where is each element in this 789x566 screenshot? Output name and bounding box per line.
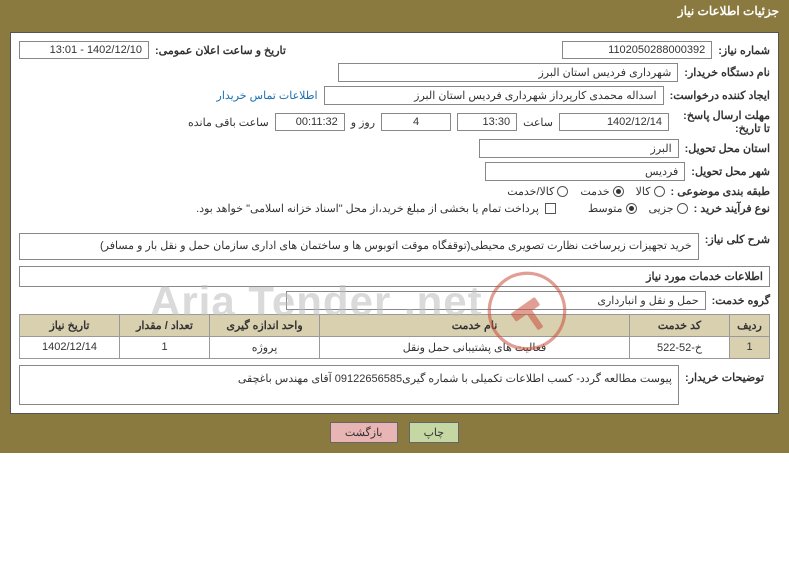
time-label: ساعت <box>523 116 553 129</box>
requester-value: اسداله محمدی کارپرداز شهرداری فردیس استا… <box>324 86 664 105</box>
payment-checkbox[interactable] <box>545 203 556 214</box>
services-table: ردیف کد خدمت نام خدمت واحد اندازه گیری ت… <box>19 314 770 359</box>
td-unit: پروژه <box>210 336 320 358</box>
radio-partial-circle <box>677 203 688 214</box>
contact-buyer-link[interactable]: اطلاعات تماس خریدار <box>217 89 318 102</box>
th-unit: واحد اندازه گیری <box>210 314 320 336</box>
th-row: ردیف <box>730 314 770 336</box>
th-date: تاریخ نیاز <box>20 314 120 336</box>
radio-goods-circle <box>654 186 665 197</box>
radio-medium-circle <box>626 203 637 214</box>
details-panel: شماره نیاز: 1102050288000392 تاریخ و ساع… <box>10 32 779 414</box>
button-bar: چاپ بازگشت <box>10 414 779 443</box>
th-qty: تعداد / مقدار <box>120 314 210 336</box>
radio-goods-service[interactable]: کالا/خدمت <box>507 185 568 198</box>
buyer-org-label: نام دستگاه خریدار: <box>684 66 770 79</box>
announce-date-label: تاریخ و ساعت اعلان عمومی: <box>155 44 286 57</box>
time-remaining-value: 00:11:32 <box>275 113 345 131</box>
table-row: 1 خ-52-522 فعالیت های پشتیبانی حمل ونقل … <box>20 336 770 358</box>
remaining-label: ساعت باقی مانده <box>188 116 269 129</box>
row-delivery-city: شهر محل تحویل: فردیس <box>19 162 770 181</box>
row-buyer-notes: توضیحات خریدار: پیوست مطالعه گردد- کسب ا… <box>19 365 770 405</box>
category-label: طبقه بندی موضوعی : <box>671 185 770 198</box>
main-panel: شماره نیاز: 1102050288000392 تاریخ و ساع… <box>0 22 789 453</box>
requester-label: ایجاد کننده درخواست: <box>670 89 770 102</box>
days-remaining-value: 4 <box>381 113 451 131</box>
td-row: 1 <box>730 336 770 358</box>
th-code: کد خدمت <box>630 314 730 336</box>
radio-service[interactable]: خدمت <box>580 185 623 198</box>
days-and-label: روز و <box>351 116 375 129</box>
service-info-title: اطلاعات خدمات مورد نیاز <box>19 266 770 287</box>
payment-note: پرداخت تمام یا بخشی از مبلغ خرید،از محل … <box>196 202 539 215</box>
row-requester: ایجاد کننده درخواست: اسداله محمدی کارپرد… <box>19 86 770 105</box>
category-radio-group: کالا خدمت کالا/خدمت <box>507 185 664 198</box>
row-deadline: مهلت ارسال پاسخ: تا تاریخ: 1402/12/14 سا… <box>19 109 770 135</box>
print-button[interactable]: چاپ <box>409 422 460 443</box>
delivery-province-label: استان محل تحویل: <box>685 142 770 155</box>
row-overall-desc: شرح کلی نیاز: خرید تجهیزات زیرساخت نظارت… <box>19 233 770 260</box>
td-code: خ-52-522 <box>630 336 730 358</box>
row-service-group: گروه خدمت: حمل و نقل و انبارداری <box>19 291 770 310</box>
td-date: 1402/12/14 <box>20 336 120 358</box>
purchase-type-label: نوع فرآیند خرید : <box>694 202 770 215</box>
row-buyer-org: نام دستگاه خریدار: شهرداری فردیس استان ا… <box>19 63 770 82</box>
row-purchase-type: نوع فرآیند خرید : جزیی متوسط پرداخت تمام… <box>19 202 770 215</box>
service-group-label: گروه خدمت: <box>712 294 770 307</box>
overall-desc-label: شرح کلی نیاز: <box>705 233 770 246</box>
deadline-date-value: 1402/12/14 <box>559 113 669 131</box>
need-number-label: شماره نیاز: <box>718 44 770 57</box>
radio-medium[interactable]: متوسط <box>588 202 637 215</box>
service-group-value: حمل و نقل و انبارداری <box>286 291 706 310</box>
announce-date-value: 1402/12/10 - 13:01 <box>19 41 149 59</box>
row-category: طبقه بندی موضوعی : کالا خدمت کالا/خدمت <box>19 185 770 198</box>
table-header-row: ردیف کد خدمت نام خدمت واحد اندازه گیری ت… <box>20 314 770 336</box>
delivery-province-value: البرز <box>479 139 679 158</box>
radio-partial[interactable]: جزیی <box>649 202 688 215</box>
radio-goods-service-circle <box>557 186 568 197</box>
purchase-type-radio-group: جزیی متوسط <box>588 202 688 215</box>
deadline-label: مهلت ارسال پاسخ: تا تاریخ: <box>675 109 770 135</box>
delivery-city-label: شهر محل تحویل: <box>691 165 770 178</box>
radio-goods[interactable]: کالا <box>636 185 665 198</box>
deadline-time-value: 13:30 <box>457 113 517 131</box>
row-need-number: شماره نیاز: 1102050288000392 تاریخ و ساع… <box>19 41 770 59</box>
td-name: فعالیت های پشتیبانی حمل ونقل <box>320 336 630 358</box>
row-delivery-province: استان محل تحویل: البرز <box>19 139 770 158</box>
radio-service-circle <box>613 186 624 197</box>
back-button[interactable]: بازگشت <box>330 422 398 443</box>
buyer-notes-value: پیوست مطالعه گردد- کسب اطلاعات تکمیلی با… <box>19 365 679 405</box>
th-name: نام خدمت <box>320 314 630 336</box>
buyer-org-value: شهرداری فردیس استان البرز <box>338 63 678 82</box>
page-header: جزئیات اطلاعات نیاز <box>0 0 789 22</box>
td-qty: 1 <box>120 336 210 358</box>
page-title: جزئیات اطلاعات نیاز <box>678 4 779 18</box>
delivery-city-value: فردیس <box>485 162 685 181</box>
overall-desc-value: خرید تجهیزات زیرساخت نظارت تصویری محیطی(… <box>19 233 699 260</box>
need-number-value: 1102050288000392 <box>562 41 712 59</box>
buyer-notes-label: توضیحات خریدار: <box>679 365 770 405</box>
